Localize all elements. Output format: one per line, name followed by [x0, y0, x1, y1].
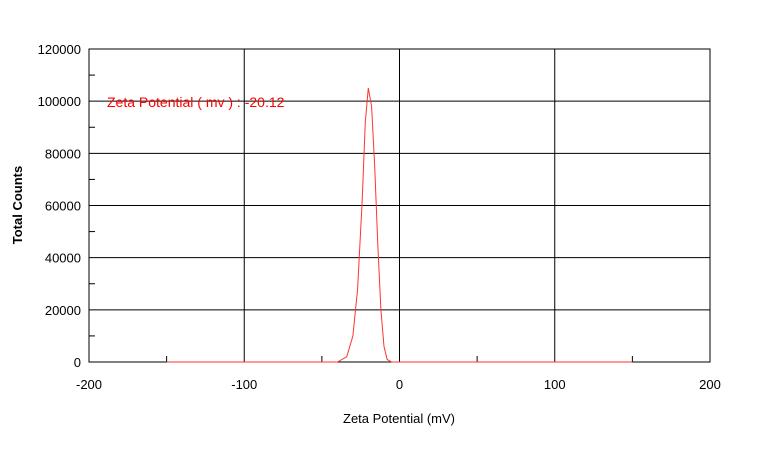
y-tick-label: 40000: [45, 251, 81, 266]
minor-ticks: [89, 74, 633, 362]
y-tick-label: 100000: [38, 94, 81, 109]
zeta-annotation: Zeta Potential ( mv ) : -20.12: [107, 94, 285, 110]
y-tick-labels: 0 20000 40000 60000 80000 100000 120000: [38, 42, 81, 370]
x-tick-label: -200: [76, 377, 102, 392]
y-axis-title: Total Counts: [10, 166, 25, 244]
y-tick-label: 60000: [45, 199, 81, 214]
x-tick-label: -100: [231, 377, 257, 392]
x-tick-label: 100: [544, 377, 566, 392]
x-axis-title: Zeta Potential (mV): [343, 411, 455, 426]
x-tick-label: 0: [396, 377, 403, 392]
y-tick-label: 0: [74, 355, 81, 370]
y-tick-label: 80000: [45, 146, 81, 161]
y-tick-label: 20000: [45, 303, 81, 318]
y-tick-label: 120000: [38, 42, 81, 57]
series-line: [166, 88, 633, 363]
x-tick-label: 200: [699, 377, 721, 392]
x-tick-labels: -200 -100 0 100 200: [76, 377, 721, 392]
